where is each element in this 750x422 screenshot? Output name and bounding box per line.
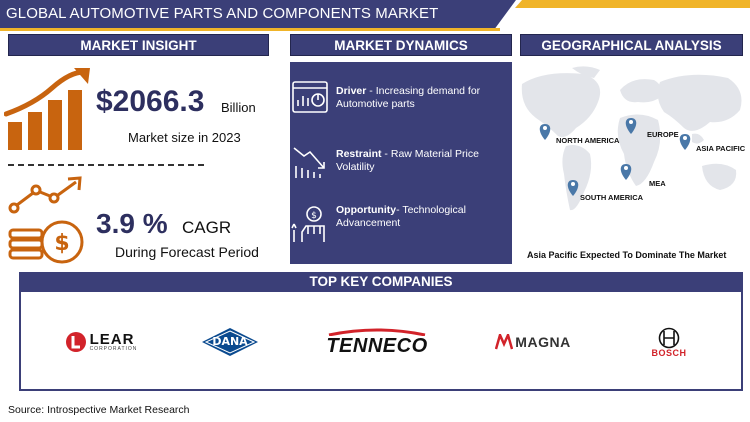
bosch-armature-icon	[658, 327, 680, 348]
growth-bar-chart-icon	[4, 68, 90, 150]
tenneco-name: TENNECO	[326, 335, 428, 357]
magna-logo: MAGNA	[492, 322, 574, 362]
restraint-label: Restraint	[336, 148, 382, 160]
cagr-unit: CAGR	[182, 218, 232, 237]
hand-coin-growth-icon: $	[291, 206, 325, 242]
corner-accent-stripe	[515, 0, 750, 8]
opportunity-text: Technological Advancement	[336, 204, 466, 229]
market-dynamics-panel: Driver - Increasing demand for Automotiv…	[290, 62, 512, 264]
cagr-caption: During Forecast Period	[115, 244, 259, 260]
market-size-caption: Market size in 2023	[128, 130, 241, 145]
source-note: Source: Introspective Market Research	[8, 404, 190, 416]
dana-diamond-icon	[202, 328, 258, 356]
driver-label: Driver	[336, 85, 367, 97]
tenneco-logo: TENNECO	[322, 322, 432, 362]
dollar-coins-growth-icon: $	[8, 176, 84, 264]
market-dynamics-heading: MARKET DYNAMICS	[290, 34, 512, 56]
restraint-text: Raw Material Price Volatility	[336, 148, 479, 173]
section-divider	[8, 164, 204, 166]
market-size-value: $2066.3	[96, 85, 205, 118]
dashboard-chart-icon	[292, 81, 328, 113]
title-accent-stripe	[0, 28, 500, 31]
opportunity-item: Opportunity- Technological Advancement	[336, 204, 466, 229]
bosch-logo: BOSCH	[646, 322, 692, 362]
svg-text:$: $	[54, 231, 69, 256]
opportunity-label: Opportunity	[336, 204, 397, 216]
report-title: GLOBAL AUTOMOTIVE PARTS AND COMPONENTS M…	[0, 0, 516, 28]
downward-trend-icon	[293, 147, 325, 178]
lear-name: LEAR	[89, 331, 135, 348]
magna-mark-icon	[495, 334, 514, 350]
lear-mark-icon	[65, 332, 86, 352]
lear-subtext: CORPORATION	[89, 346, 138, 352]
region-mea: MEA	[649, 179, 666, 188]
region-europe: EUROPE	[647, 130, 679, 139]
lear-logo: LEAR CORPORATION	[56, 322, 146, 362]
market-insight-heading: MARKET INSIGHT	[8, 34, 269, 56]
dana-name: DANA	[212, 335, 248, 348]
region-north-america: NORTH AMERICA	[556, 136, 620, 145]
world-map	[521, 66, 742, 211]
cagr-value: 3.9 %	[96, 208, 168, 239]
region-south-america: SOUTH AMERICA	[580, 193, 644, 202]
magna-name: MAGNA	[515, 334, 571, 350]
region-asia-pacific: ASIA PACIFIC	[696, 144, 746, 153]
dana-logo: DANA	[200, 322, 260, 362]
svg-text:$: $	[311, 211, 317, 221]
market-size-unit: Billion	[221, 100, 256, 115]
geographical-analysis-heading: GEOGRAPHICAL ANALYSIS	[520, 34, 743, 56]
tenneco-arc-icon	[328, 328, 426, 336]
restraint-item: Restraint - Raw Material Price Volatilit…	[336, 148, 479, 173]
geo-caption: Asia Pacific Expected To Dominate The Ma…	[527, 250, 727, 260]
bosch-name: BOSCH	[651, 347, 687, 358]
driver-text: Increasing demand for Automotive parts	[336, 85, 481, 110]
top-key-companies-heading: TOP KEY COMPANIES	[19, 272, 743, 292]
driver-item: Driver - Increasing demand for Automotiv…	[336, 85, 481, 110]
